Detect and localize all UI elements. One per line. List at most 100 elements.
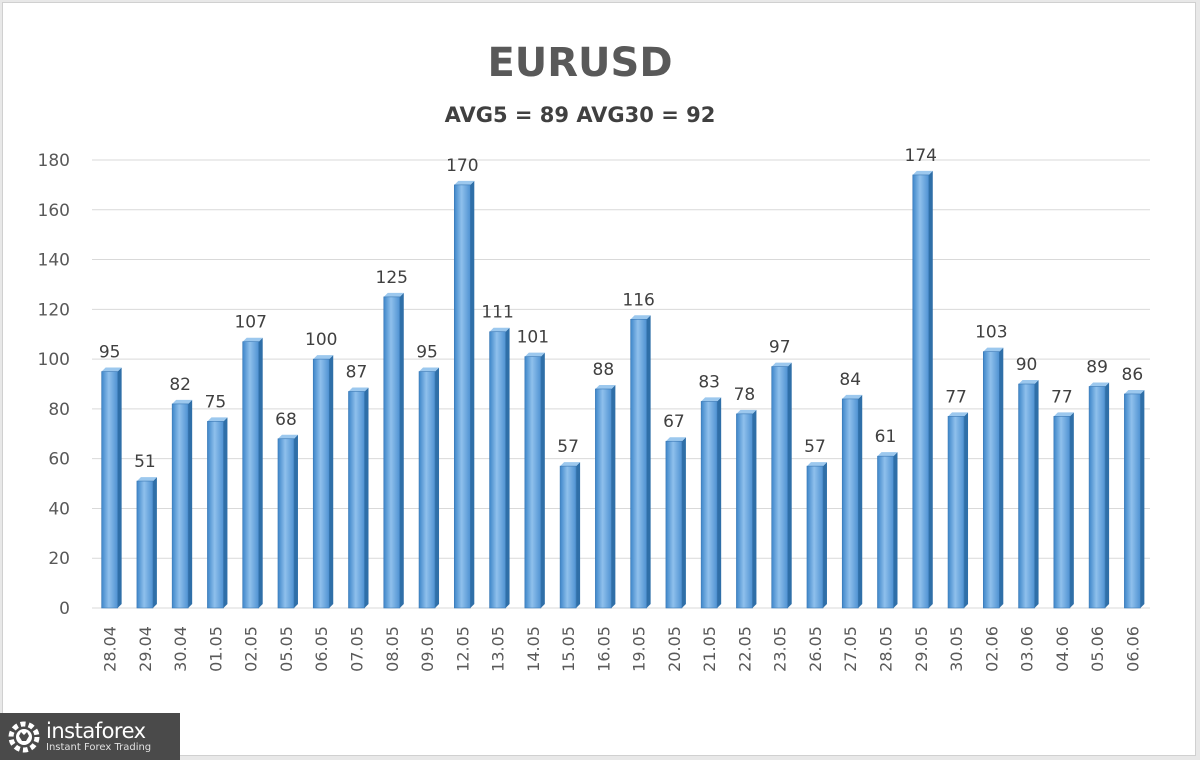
bar-front xyxy=(700,401,718,609)
bar-29.04 xyxy=(136,477,157,609)
data-label: 100 xyxy=(305,330,337,350)
bar-side xyxy=(681,437,686,608)
bar-front xyxy=(1088,386,1106,609)
bar-front xyxy=(841,398,859,609)
y-axis-ticks: 0 20 40 60 80 100 120 140 160 180 xyxy=(38,151,70,619)
bar-front xyxy=(1018,383,1035,609)
data-label: 77 xyxy=(945,387,967,407)
x-tick-label: 23.05 xyxy=(771,626,790,672)
bar-07.05 xyxy=(348,387,369,609)
bar-top xyxy=(842,394,863,399)
bar-06.05 xyxy=(312,355,334,609)
bar-top xyxy=(877,452,898,457)
bar-09.05 xyxy=(418,367,440,609)
bar-front xyxy=(736,413,753,609)
bar-13.05 xyxy=(489,327,510,609)
bar-04.06 xyxy=(1053,412,1074,609)
x-tick-label: 30.04 xyxy=(171,626,190,672)
bar-side xyxy=(858,394,863,608)
y-tick-label: 0 xyxy=(59,599,70,619)
x-tick-label: 28.05 xyxy=(877,626,896,672)
bar-top xyxy=(948,412,969,417)
bar-front xyxy=(630,318,647,609)
bar-top xyxy=(383,292,404,297)
data-label: 125 xyxy=(376,268,408,288)
bar-front xyxy=(1124,393,1141,609)
bar-03.06 xyxy=(1018,380,1039,609)
x-tick-label: 05.05 xyxy=(277,626,296,672)
bar-side xyxy=(540,352,545,608)
bar-top xyxy=(1053,412,1074,417)
bar-front xyxy=(489,331,506,609)
bar-front xyxy=(595,388,612,609)
bar-top xyxy=(665,437,686,442)
x-tick-label: 29.05 xyxy=(912,626,931,672)
bar-15.05 xyxy=(559,462,581,609)
bar-top xyxy=(419,367,440,372)
bar-front xyxy=(418,371,436,609)
bar-front xyxy=(312,358,330,609)
x-tick-label: 06.05 xyxy=(312,626,331,672)
data-label: 107 xyxy=(234,313,266,333)
bar-top xyxy=(172,399,193,404)
bar-08.05 xyxy=(383,292,404,609)
x-tick-label: 06.06 xyxy=(1123,626,1142,672)
data-label: 101 xyxy=(517,328,549,348)
data-label: 103 xyxy=(975,323,1007,343)
bar-side xyxy=(822,462,827,608)
x-tick-label: 03.06 xyxy=(1018,626,1037,672)
data-label: 170 xyxy=(446,156,478,176)
bar-top xyxy=(207,417,228,422)
bar-27.05 xyxy=(841,394,863,609)
data-label: 57 xyxy=(804,437,826,457)
bar-side xyxy=(117,367,122,608)
logo-name: instaforex xyxy=(46,719,146,743)
bar-14.05 xyxy=(524,352,545,609)
gear-bull-logo-icon xyxy=(8,721,40,752)
data-label: 77 xyxy=(1051,387,1073,407)
data-label: 89 xyxy=(1086,357,1108,377)
bar-21.05 xyxy=(700,397,722,609)
bar-side xyxy=(928,170,933,608)
bar-side xyxy=(999,347,1004,608)
bar-top xyxy=(701,397,722,402)
bar-side xyxy=(188,399,193,608)
y-tick-label: 40 xyxy=(48,499,70,519)
data-label: 57 xyxy=(557,437,579,457)
bar-01.05 xyxy=(207,417,228,609)
data-label: 97 xyxy=(769,338,791,358)
bar-top xyxy=(1018,380,1039,384)
bar-side xyxy=(611,384,616,608)
x-tick-label: 04.06 xyxy=(1053,626,1072,672)
bar-front xyxy=(559,465,577,609)
bar-top xyxy=(736,409,757,414)
data-label: 51 xyxy=(134,452,156,472)
bar-side xyxy=(1140,389,1145,608)
bar-top xyxy=(454,180,475,185)
y-tick-label: 60 xyxy=(48,450,70,470)
data-label: 88 xyxy=(593,360,615,380)
data-label: 83 xyxy=(698,372,720,392)
bar-top xyxy=(983,347,1004,352)
data-label: 116 xyxy=(622,290,654,310)
x-tick-label: 28.04 xyxy=(101,626,120,672)
y-tick-label: 80 xyxy=(48,400,70,420)
bars xyxy=(101,170,1145,609)
bar-front xyxy=(171,403,189,609)
bar-side xyxy=(435,367,440,608)
data-label: 78 xyxy=(734,385,756,405)
bar-side xyxy=(717,397,722,608)
bar-side xyxy=(1069,412,1074,608)
data-label: 86 xyxy=(1122,365,1144,385)
bar-front xyxy=(348,391,365,609)
x-tick-label: 12.05 xyxy=(453,626,472,672)
bar-front xyxy=(665,440,683,609)
bar-top xyxy=(595,384,616,389)
bar-top xyxy=(1124,389,1145,394)
data-label: 90 xyxy=(1016,355,1038,375)
logo-tagline: Instant Forex Trading xyxy=(46,742,152,753)
bar-side xyxy=(329,355,334,608)
bar-front xyxy=(136,480,154,609)
bar-top xyxy=(242,337,263,342)
x-axis-ticks: 28.04 29.04 30.04 01.05 02.05 05.05 06.05 07.05… xyxy=(101,626,1143,672)
